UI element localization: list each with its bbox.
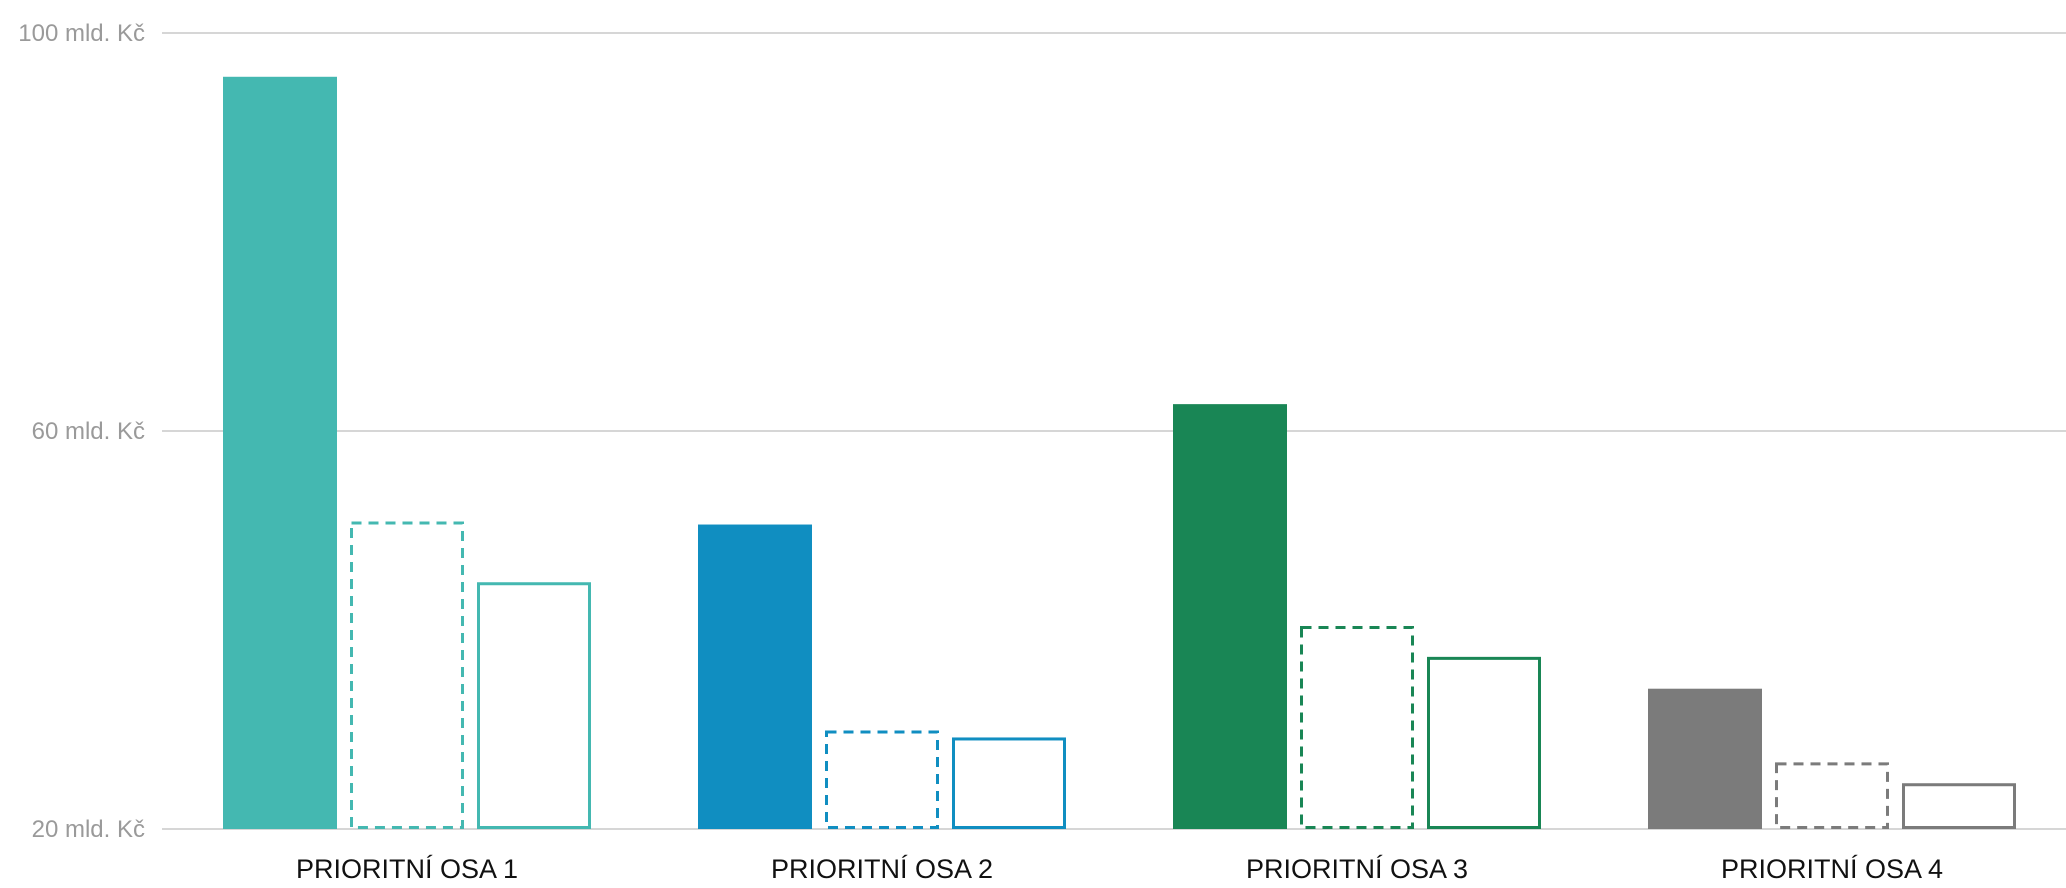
bar-filled [1648,688,1762,829]
bar-solid-outline [952,737,1066,830]
bar-solid-outline [477,582,591,829]
gridlines [162,32,2066,830]
bar-filled [1173,404,1287,829]
y-tick-label: 100 mld. Kč [18,20,145,47]
bar-dashed-outline [1300,626,1414,830]
y-axis-tick-labels: 20 mld. Kč 60 mld. Kč 100 mld. Kč [18,20,145,843]
category-label: PRIORITNÍ OSA 1 [296,854,518,884]
bars [223,76,2016,830]
y-tick-label: 20 mld. Kč [32,816,145,843]
y-tick-label: 60 mld. Kč [32,418,145,445]
bar-dashed-outline [825,730,939,829]
category-label: PRIORITNÍ OSA 3 [1246,854,1468,884]
x-axis-category-labels: PRIORITNÍ OSA 1 PRIORITNÍ OSA 2 PRIORITNÍ … [296,854,1943,884]
bar-filled [223,76,337,829]
category-label: PRIORITNÍ OSA 4 [1721,854,1943,884]
bar-filled [698,524,812,829]
bar-solid-outline [1902,783,2016,829]
bar-dashed-outline [1775,762,1889,830]
category-label: PRIORITNÍ OSA 2 [771,854,993,884]
bar-solid-outline [1427,656,1541,829]
bar-dashed-outline [350,521,464,829]
